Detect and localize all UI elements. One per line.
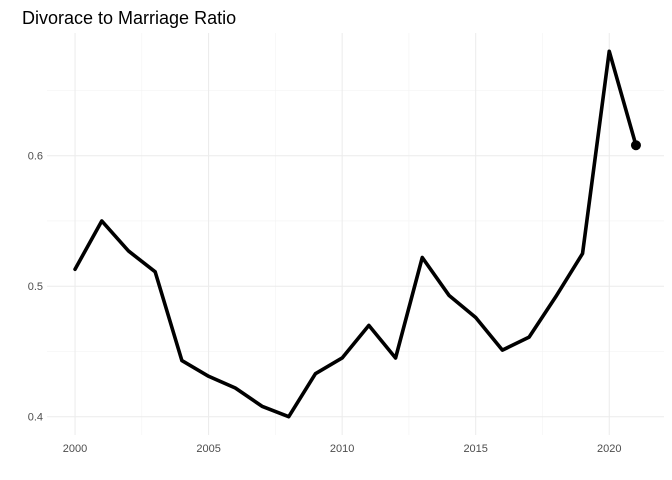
y-tick-labels: 0.4 0.5 0.6 [28, 151, 43, 424]
x-tick-label: 2015 [463, 443, 487, 455]
x-tick-label: 2020 [597, 443, 621, 455]
x-tick-label: 2000 [63, 443, 87, 455]
y-tick-label: 0.5 [28, 281, 43, 293]
x-tick-label: 2005 [196, 443, 220, 455]
grid-layer [47, 33, 664, 435]
x-tick-label: 2010 [330, 443, 354, 455]
endpoint-marker [630, 140, 641, 151]
y-tick-label: 0.6 [28, 151, 43, 163]
y-tick-label: 0.4 [28, 412, 43, 424]
chart-title: Divorace to Marriage Ratio [22, 8, 236, 28]
series-line [73, 49, 638, 419]
series-layer [73, 49, 641, 419]
x-tick-labels: 2000 2005 2010 2015 2020 [63, 443, 622, 455]
